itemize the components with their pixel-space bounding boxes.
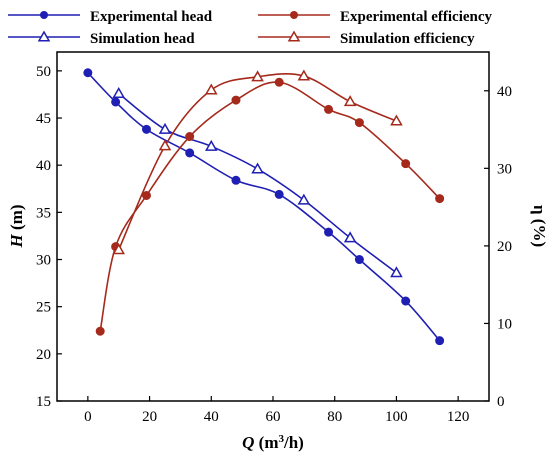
data-point <box>95 326 105 336</box>
x-tick-label: 60 <box>266 409 281 425</box>
data-point <box>185 148 195 158</box>
data-point <box>324 104 334 114</box>
legend-item-experimental-head: Experimental head <box>8 9 213 25</box>
y-left-tick-label: 35 <box>36 205 51 221</box>
y-axis-left-title: H (m) <box>7 205 26 249</box>
y-left-tick-label: 30 <box>36 253 51 269</box>
data-point <box>390 114 403 126</box>
y-right-tick-label: 10 <box>497 316 512 332</box>
legend-marker <box>290 11 298 19</box>
y-left-tick-label: 25 <box>36 300 51 316</box>
legend-label-experimental-efficiency: Experimental efficiency <box>340 9 493 25</box>
data-point <box>251 162 264 174</box>
data-point <box>158 122 172 134</box>
data-point <box>274 77 284 87</box>
series-simulation-efficiency <box>112 69 403 255</box>
data-point <box>297 193 311 205</box>
data-point <box>158 139 172 151</box>
data-point <box>354 255 364 265</box>
legend-marker <box>40 11 48 19</box>
data-point <box>324 227 334 237</box>
data-point <box>435 194 445 204</box>
data-point <box>343 95 357 107</box>
legend-marker <box>287 30 301 42</box>
x-tick-label: 80 <box>327 409 342 425</box>
x-axis-title: Q (m3/h) <box>242 433 304 452</box>
data-point <box>343 231 357 243</box>
series-line-simulation-efficiency <box>117 73 397 251</box>
data-point <box>204 83 218 95</box>
data-point <box>112 86 126 99</box>
data-point <box>231 175 241 185</box>
data-point <box>297 69 311 81</box>
data-point <box>354 118 364 128</box>
y-right-tick-label: 30 <box>497 161 512 177</box>
series-line-experimental-head <box>87 72 441 342</box>
data-point <box>83 68 93 78</box>
y-right-tick-label: 20 <box>497 239 512 255</box>
series-experimental-efficiency <box>95 77 445 336</box>
legend-item-experimental-efficiency: Experimental efficiency <box>258 9 493 25</box>
x-tick-label: 100 <box>385 409 408 425</box>
data-point <box>401 296 411 306</box>
series-layer <box>83 68 445 346</box>
data-point <box>231 95 241 105</box>
y-axis-right-title: η (%) <box>530 205 549 247</box>
data-point <box>274 189 284 199</box>
legend-item-simulation-head: Simulation head <box>8 30 195 47</box>
y-left-tick-label: 50 <box>36 64 51 80</box>
x-tick-label: 20 <box>142 409 157 425</box>
data-point <box>390 266 403 278</box>
data-point <box>112 243 126 255</box>
series-line-experimental-efficiency <box>99 81 441 332</box>
data-point <box>435 336 445 346</box>
y-left-tick-label: 40 <box>36 158 51 174</box>
data-point <box>141 190 151 200</box>
x-tick-label: 40 <box>204 409 219 425</box>
y-left-tick-label: 45 <box>36 111 51 127</box>
data-point <box>204 139 218 151</box>
plot-frame <box>56 51 490 402</box>
data-point <box>185 132 195 142</box>
axis-ticks: 0 20 40 60 80 100 120 15 20 25 30 35 40 45 50 0 10 20 30 40 <box>36 64 512 425</box>
data-point <box>111 97 121 107</box>
y-left-tick-label: 20 <box>36 347 51 363</box>
y-left-tick-label: 15 <box>36 394 51 410</box>
data-point <box>251 70 264 82</box>
x-tick-label: 0 <box>84 409 92 425</box>
legend-marker <box>37 30 51 42</box>
y-right-tick-label: 40 <box>497 84 512 100</box>
legend-item-simulation-efficiency: Simulation efficiency <box>258 30 475 47</box>
legend-label-simulation-head: Simulation head <box>90 31 195 47</box>
x-tick-label: 120 <box>447 409 470 425</box>
y-right-tick-label: 0 <box>497 394 505 410</box>
data-point <box>401 159 411 169</box>
legend-label-experimental-head: Experimental head <box>90 9 213 25</box>
data-point <box>141 124 151 134</box>
series-experimental-head <box>83 68 445 346</box>
legend-label-simulation-efficiency: Simulation efficiency <box>340 31 475 47</box>
series-simulation-head <box>112 86 403 278</box>
legend: Experimental head Simulation head Experi… <box>8 9 493 47</box>
